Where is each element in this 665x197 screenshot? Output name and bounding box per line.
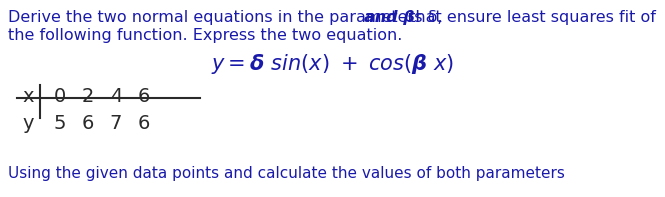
Text: 6: 6	[138, 87, 150, 106]
Text: 5: 5	[54, 114, 66, 133]
Text: 2: 2	[82, 87, 94, 106]
Text: and β: and β	[364, 10, 415, 25]
Text: the following function. Express the two equation.: the following function. Express the two …	[8, 28, 402, 43]
Text: 6: 6	[138, 114, 150, 133]
Text: 0: 0	[54, 87, 66, 106]
Text: Derive the two normal equations in the parameters δ,: Derive the two normal equations in the p…	[8, 10, 448, 25]
Text: $\mathbf{\mathit{y}} = \boldsymbol{\delta}\ \mathbf{\mathit{sin}}(\mathbf{\mathi: $\mathbf{\mathit{y}} = \boldsymbol{\delt…	[211, 52, 454, 76]
Text: 6: 6	[82, 114, 94, 133]
Text: x: x	[22, 87, 33, 106]
Text: 7: 7	[110, 114, 122, 133]
Text: that ensure least squares fit of: that ensure least squares fit of	[404, 10, 656, 25]
Text: Using the given data points and calculate the values of both parameters: Using the given data points and calculat…	[8, 166, 565, 181]
Text: y: y	[22, 114, 33, 133]
Text: 4: 4	[110, 87, 122, 106]
